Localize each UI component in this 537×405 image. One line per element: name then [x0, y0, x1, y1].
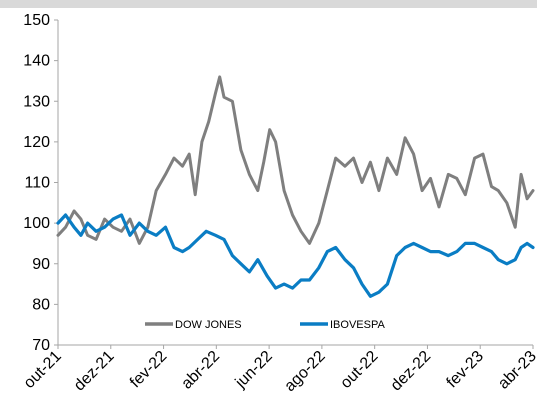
top-band: [0, 0, 537, 8]
legend: DOW JONES IBOVESPA: [145, 319, 385, 331]
x-tick-label: fev-22: [127, 348, 171, 392]
legend-label: DOW JONES: [175, 319, 242, 331]
y-tick-label: 140: [23, 53, 50, 70]
y-tick-label: 130: [23, 93, 50, 110]
y-tick-label: 100: [23, 215, 50, 232]
x-tick-label: fev-23: [444, 348, 488, 392]
series-line-ibovespa: [56, 213, 535, 298]
x-axis: out-21 dez-21 fev-22 abr-22 jun-22 ago-22 out-…: [21, 344, 537, 395]
y-tick-label: 110: [24, 175, 50, 192]
x-tick-label: dez-21: [71, 348, 118, 395]
x-tick-label: out-21: [21, 348, 65, 392]
y-tick-label: 120: [23, 134, 50, 151]
y-tick-label: 90: [32, 256, 50, 273]
series-lines: [56, 75, 535, 298]
y-axis: 70 80 90 100 110 120 130 140 150: [23, 12, 59, 354]
x-tick-label: out-22: [337, 348, 381, 392]
x-tick-label: abr-22: [178, 348, 223, 393]
legend-label: IBOVESPA: [330, 319, 385, 331]
y-tick-label: 150: [23, 12, 50, 29]
x-tick-label: abr-23: [495, 348, 537, 393]
y-tick-label: 70: [32, 337, 50, 354]
series-line-dow-jones: [56, 75, 535, 245]
y-tick-label: 80: [32, 296, 50, 313]
x-tick-label: dez-22: [388, 348, 435, 395]
x-tick-label: jun-22: [232, 348, 276, 392]
x-tick-label: ago-22: [281, 348, 328, 395]
